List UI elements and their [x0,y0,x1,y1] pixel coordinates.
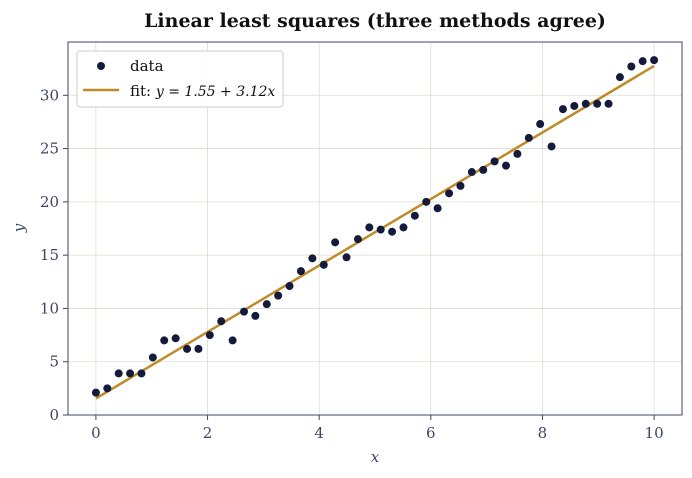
data-point [319,260,328,269]
data-point [422,197,431,206]
data-point [262,300,271,309]
y-tick-label: 25 [40,140,59,158]
data-point [479,165,488,174]
data-point [114,369,123,378]
legend-fit-name: fit [130,82,146,100]
data-point [239,307,248,316]
x-tick-label: 10 [645,424,664,442]
data-point [627,62,636,71]
fit-line [95,64,655,400]
y-tick-label: 10 [40,299,59,317]
x-tick-label: 4 [314,424,324,442]
data-point [570,101,579,110]
x-tick-label: 2 [203,424,213,442]
data-point [399,223,408,232]
data-point [228,336,237,345]
data-point [524,133,533,142]
data-point [456,181,465,190]
data-point [467,168,476,177]
legend: data fit: y = 1.55 + 3.12x [76,50,284,108]
data-point [331,238,340,247]
y-axis-label: y [10,223,28,233]
data-point [205,331,214,340]
data-point [342,253,351,262]
data-point [137,369,146,378]
data-point [593,99,602,108]
data-point [183,344,192,353]
plot-frame [67,41,683,416]
data-point [353,235,362,244]
data-point [251,311,260,320]
data-point [638,57,647,66]
data-point [160,336,169,345]
data-point [274,291,283,300]
data-point [490,157,499,166]
data-point [604,99,613,108]
legend-label-data: data [130,57,164,75]
data-point [126,369,135,378]
x-tick-label: 0 [91,424,101,442]
y-tick-label: 0 [49,406,59,424]
axis-ticks: 0 2 4 6 8 10 0 5 10 15 20 25 30 [40,86,664,442]
data-point [445,189,454,198]
data-point [388,227,397,236]
data-point [650,56,659,65]
y-tick-label: 15 [40,246,59,264]
data-point [148,353,157,362]
x-tick-label: 8 [538,424,548,442]
data-point [91,388,100,397]
data-point [103,384,112,393]
data-point [217,317,226,326]
y-tick-label: 20 [40,193,59,211]
data-point [194,344,203,353]
data-point [285,282,294,291]
data-point [513,149,522,158]
y-tick-label: 5 [49,353,59,371]
grid [68,42,682,416]
data-point [308,254,317,263]
legend-box [76,50,284,108]
data-point [502,161,511,170]
data-point [410,211,419,220]
legend-fit-equation: y = 1.55 + 3.12x [155,84,276,100]
data-point [365,223,374,232]
x-axis-label: x [371,448,380,466]
data-point [376,225,385,234]
data-point [171,334,180,343]
data-point [615,73,624,82]
chart-title: Linear least squares (three methods agre… [144,10,606,32]
legend-label-fit: fit: y = 1.55 + 3.12x [130,82,275,100]
legend-marker-data [97,62,105,70]
data-point [296,267,305,276]
y-tick-label: 30 [40,86,59,104]
data-point [581,99,590,108]
data-point [558,105,567,114]
data-point [536,120,545,129]
plot-marks [91,56,659,400]
x-tick-label: 6 [426,424,436,442]
data-point [547,142,556,151]
data-point [433,204,442,213]
